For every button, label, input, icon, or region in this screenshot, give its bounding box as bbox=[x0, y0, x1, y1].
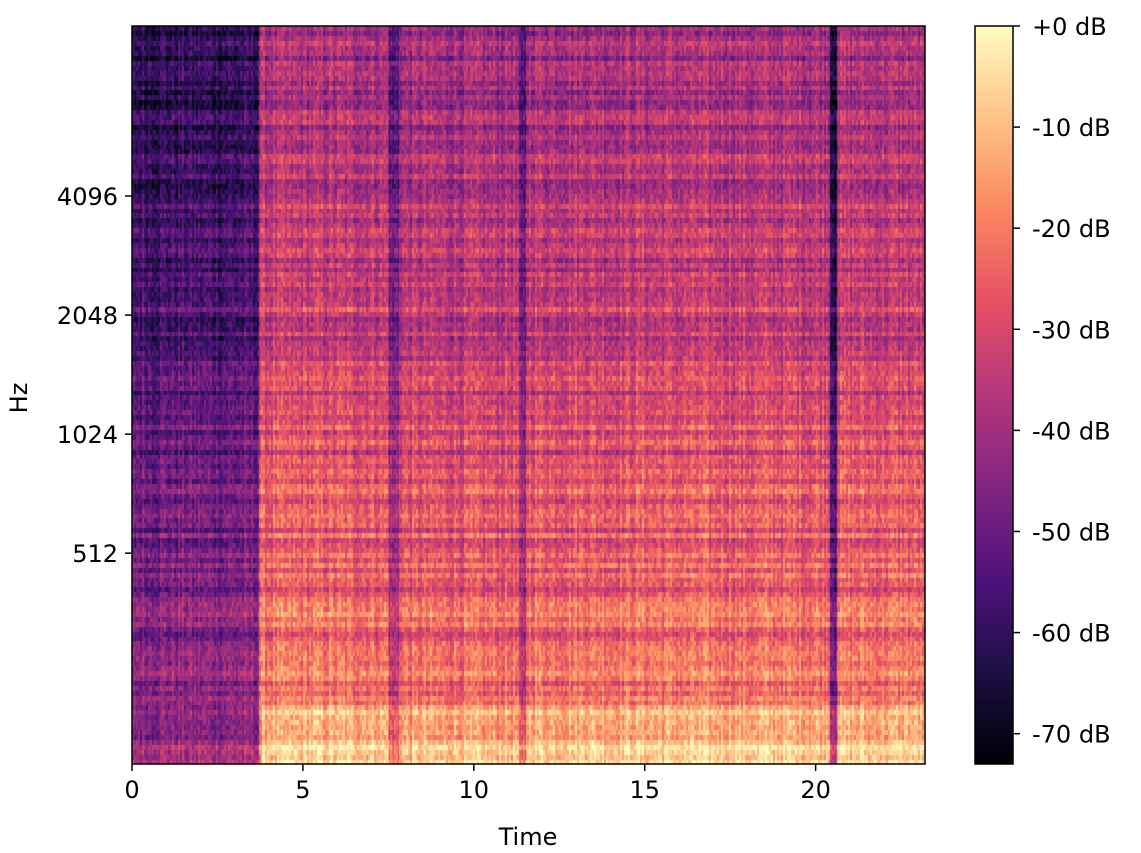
colorbar-tick-label: -50 dB bbox=[1032, 518, 1111, 546]
x-tick-label: 5 bbox=[295, 776, 310, 804]
colorbar bbox=[974, 25, 1014, 765]
colorbar-tick-label: -40 dB bbox=[1032, 417, 1111, 445]
x-tick-label: 10 bbox=[459, 776, 490, 804]
colorbar-tick-label: -70 dB bbox=[1032, 721, 1111, 749]
colorbar-ticks: +0 dB -10 dB -20 dB -30 dB -40 dB -50 dB -60 d… bbox=[1013, 13, 1111, 749]
colorbar-tick-label: -20 dB bbox=[1032, 215, 1111, 243]
x-tick-label: 20 bbox=[800, 776, 831, 804]
x-tick-label: 0 bbox=[124, 776, 139, 804]
y-axis-ticks: 512 1024 2048 4096 bbox=[57, 183, 132, 568]
y-tick-label: 512 bbox=[72, 540, 118, 568]
y-tick-label: 4096 bbox=[57, 183, 118, 211]
x-tick-label: 15 bbox=[629, 776, 660, 804]
colorbar-tick-label: -60 dB bbox=[1032, 620, 1111, 648]
x-axis-label: Time bbox=[498, 823, 558, 851]
x-axis-ticks: 0 5 10 15 20 bbox=[124, 764, 831, 804]
y-axis-label: Hz bbox=[5, 383, 33, 414]
colorbar-tick-label: -30 dB bbox=[1032, 316, 1111, 344]
colorbar-tick-label: -10 dB bbox=[1032, 114, 1111, 142]
colorbar-tick-label: +0 dB bbox=[1032, 13, 1107, 41]
y-tick-label: 2048 bbox=[57, 302, 118, 330]
spectrogram-heatmap bbox=[132, 26, 925, 764]
y-tick-label: 1024 bbox=[57, 421, 118, 449]
plot-frame bbox=[131, 25, 926, 765]
